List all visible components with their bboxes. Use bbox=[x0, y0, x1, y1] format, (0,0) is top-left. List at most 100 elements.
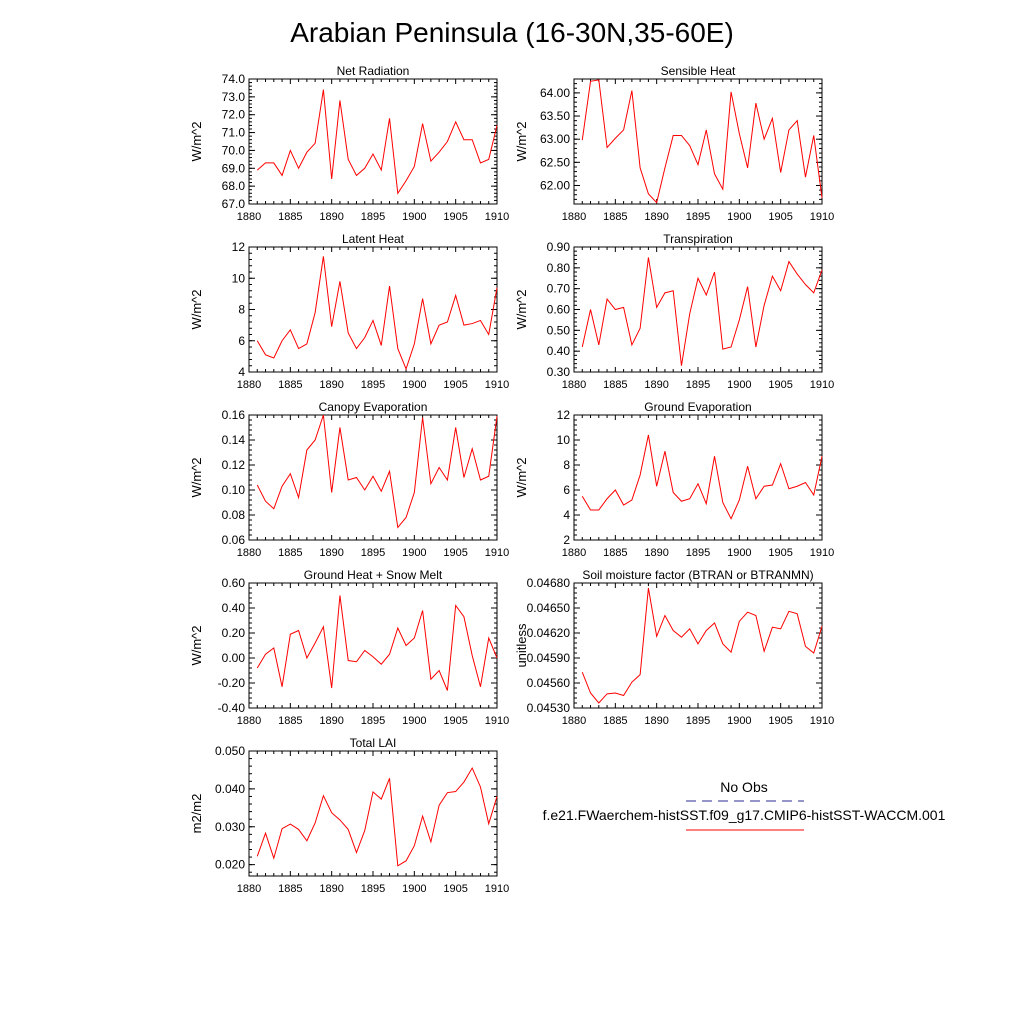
plot-frame bbox=[248, 414, 498, 541]
y-tick-label: 0.00 bbox=[222, 651, 246, 665]
y-tick-label: 0.90 bbox=[547, 240, 571, 254]
x-tick-label: 1900 bbox=[727, 547, 751, 559]
y-tick-label: 0.40 bbox=[222, 601, 246, 615]
y-tick-label: 67.0 bbox=[222, 197, 246, 211]
y-axis-label: W/m^2 bbox=[189, 457, 204, 497]
panel-title: Ground Evaporation bbox=[644, 400, 751, 414]
x-tick-label: 1880 bbox=[237, 715, 261, 727]
panel-4: Canopy Evaporation W/m^2 1880 1885 1890 1895 1… bbox=[189, 400, 509, 559]
x-tick-label: 1895 bbox=[686, 715, 710, 727]
x-tick-label: 1880 bbox=[562, 379, 586, 391]
x-tick-label: 1910 bbox=[485, 715, 509, 727]
y-tick-label: 2 bbox=[563, 533, 570, 547]
y-tick-label: 10 bbox=[232, 271, 246, 285]
x-tick-label: 1890 bbox=[319, 715, 343, 727]
y-tick-label: 0.40 bbox=[547, 344, 571, 358]
y-tick-label: 6 bbox=[563, 483, 570, 497]
y-axis-label: W/m^2 bbox=[189, 121, 204, 161]
panel-5: Ground Evaporation W/m^2 1880 1885 1890 1895 1… bbox=[514, 400, 834, 559]
y-tick-label: 10 bbox=[557, 433, 571, 447]
y-tick-label: 63.50 bbox=[540, 109, 570, 123]
x-tick-label: 1895 bbox=[361, 715, 385, 727]
x-tick-label: 1910 bbox=[810, 715, 834, 727]
x-tick-label: 1885 bbox=[603, 715, 627, 727]
legend: No Obs f.e21.FWaerchem-histSST.f09_g17.C… bbox=[543, 779, 946, 831]
x-tick-label: 1905 bbox=[768, 547, 792, 559]
x-tick-label: 1895 bbox=[361, 883, 385, 895]
y-tick-label: 62.00 bbox=[540, 178, 570, 192]
x-tick-label: 1890 bbox=[644, 715, 668, 727]
panel-7: Soil moisture factor (BTRAN or BTRANMN) u… bbox=[514, 568, 834, 727]
panel-title: Net Radiation bbox=[337, 64, 410, 78]
x-tick-label: 1885 bbox=[278, 547, 302, 559]
panel-2: Latent Heat W/m^2 1880 1885 1890 1895 1900 1905… bbox=[189, 232, 509, 391]
x-tick-label: 1880 bbox=[237, 883, 261, 895]
y-tick-label: 70.0 bbox=[222, 143, 246, 157]
series-line bbox=[581, 587, 823, 704]
series-line bbox=[256, 414, 498, 529]
y-tick-label: 0.12 bbox=[222, 458, 246, 472]
y-tick-label: 0.04680 bbox=[527, 576, 571, 590]
x-tick-label: 1910 bbox=[485, 547, 509, 559]
plot-frame bbox=[573, 246, 823, 373]
panel-0: Net Radiation W/m^2 1880 1885 1890 1895 1900 19… bbox=[189, 64, 509, 223]
y-axis-label: W/m^2 bbox=[514, 457, 529, 497]
y-tick-label: 69.0 bbox=[222, 161, 246, 175]
x-tick-label: 1895 bbox=[361, 547, 385, 559]
y-tick-label: 8 bbox=[238, 303, 245, 317]
x-tick-label: 1905 bbox=[443, 211, 467, 223]
panel-title: Sensible Heat bbox=[661, 64, 736, 78]
x-tick-label: 1890 bbox=[644, 379, 668, 391]
y-tick-label: -0.20 bbox=[218, 676, 246, 690]
y-axis-label: W/m^2 bbox=[514, 289, 529, 329]
y-tick-label: 71.0 bbox=[222, 126, 246, 140]
figure-title: Arabian Peninsula (16-30N,35-60E) bbox=[290, 17, 734, 48]
y-tick-label: 12 bbox=[557, 408, 571, 422]
x-tick-label: 1885 bbox=[278, 715, 302, 727]
x-tick-label: 1880 bbox=[562, 715, 586, 727]
x-tick-label: 1895 bbox=[361, 379, 385, 391]
y-axis-label: W/m^2 bbox=[189, 289, 204, 329]
x-tick-label: 1900 bbox=[727, 211, 751, 223]
y-tick-label: 4 bbox=[238, 365, 245, 379]
x-tick-label: 1900 bbox=[402, 547, 426, 559]
panel-8: Total LAI m2/m2 1880 1885 1890 1895 1900 1905 19… bbox=[189, 736, 509, 895]
y-tick-label: 0.30 bbox=[547, 365, 571, 379]
x-tick-label: 1890 bbox=[644, 547, 668, 559]
panel-1: Sensible Heat W/m^2 1880 1885 1890 1895 1900 19… bbox=[514, 64, 834, 223]
plot-frame bbox=[573, 78, 823, 205]
x-tick-label: 1885 bbox=[603, 547, 627, 559]
y-tick-label: 0.04620 bbox=[527, 626, 571, 640]
series-line bbox=[256, 766, 498, 867]
y-tick-label: 8 bbox=[563, 458, 570, 472]
panels-group: Net Radiation W/m^2 1880 1885 1890 1895 1900 19… bbox=[189, 64, 834, 895]
x-tick-label: 1890 bbox=[319, 547, 343, 559]
x-tick-label: 1905 bbox=[768, 379, 792, 391]
y-tick-label: 0.60 bbox=[222, 576, 246, 590]
y-tick-label: 0.20 bbox=[222, 626, 246, 640]
panel-title: Transpiration bbox=[663, 232, 733, 246]
y-tick-label: 0.60 bbox=[547, 303, 571, 317]
x-tick-label: 1905 bbox=[443, 715, 467, 727]
x-tick-label: 1885 bbox=[603, 211, 627, 223]
y-tick-label: -0.40 bbox=[218, 701, 246, 715]
y-tick-label: 0.04650 bbox=[527, 601, 571, 615]
panel-6: Ground Heat + Snow Melt W/m^2 1880 1885 1890… bbox=[189, 568, 509, 727]
y-tick-label: 0.020 bbox=[215, 858, 245, 872]
x-tick-label: 1900 bbox=[402, 211, 426, 223]
x-tick-label: 1910 bbox=[810, 211, 834, 223]
y-tick-label: 62.50 bbox=[540, 155, 570, 169]
x-tick-label: 1910 bbox=[810, 547, 834, 559]
panel-3: Transpiration W/m^2 1880 1885 1890 1895 1900 19… bbox=[514, 232, 834, 391]
series-line bbox=[581, 434, 823, 520]
y-axis-label: m2/m2 bbox=[189, 794, 204, 834]
plot-frame bbox=[248, 582, 498, 709]
plot-frame bbox=[573, 582, 823, 709]
y-tick-label: 72.0 bbox=[222, 108, 246, 122]
y-axis-label: W/m^2 bbox=[514, 121, 529, 161]
panel-title: Canopy Evaporation bbox=[319, 400, 428, 414]
series-line bbox=[256, 89, 498, 195]
legend-obs-label: No Obs bbox=[720, 779, 767, 795]
plot-frame bbox=[248, 78, 498, 205]
